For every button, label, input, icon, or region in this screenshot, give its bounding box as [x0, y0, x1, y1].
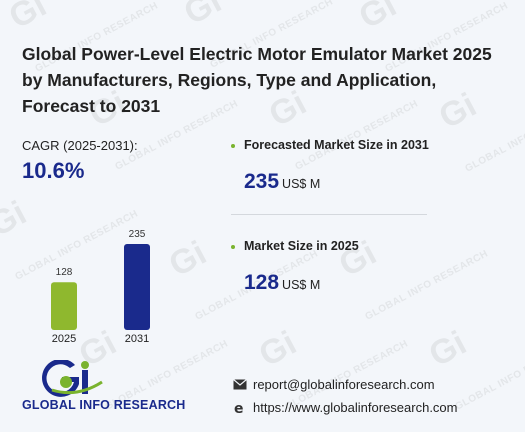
brand-name: GLOBAL INFO RESEARCH [22, 398, 186, 412]
bar-value-label: 128 [56, 267, 73, 278]
x-tick-label: 2025 [52, 333, 76, 345]
forecast-value-number: 235 [244, 170, 280, 193]
forecast-value-unit: US$ M [282, 177, 321, 191]
forecast-metric-value: 235 US$ M [244, 170, 320, 194]
brand-logo-icon [42, 360, 103, 397]
bar-value-label: 235 [129, 229, 146, 240]
bullet-dot [231, 244, 235, 249]
watermark-logo: Gi [2, 0, 53, 37]
forecast-metric-label: Forecasted Market Size in 2031 [231, 138, 429, 152]
forecast-metric-label-text: Forecasted Market Size in 2031 [244, 138, 429, 152]
current-metric-label: Market Size in 2025 [231, 239, 359, 253]
page-title: Global Power-Level Electric Motor Emulat… [22, 44, 492, 116]
x-tick-label: 2031 [125, 333, 149, 345]
current-value-unit: US$ M [282, 278, 321, 292]
watermark-logo: Gi [177, 0, 228, 33]
current-metric-value: 128 US$ M [244, 271, 320, 295]
current-metric-label-text: Market Size in 2025 [244, 239, 359, 253]
envelope-icon [233, 379, 247, 390]
contact-website[interactable]: e https://www.globalinforesearch.com [233, 400, 457, 415]
bullet-dot [231, 143, 235, 148]
svg-text:e: e [234, 401, 244, 415]
watermark-logo: Gi [162, 233, 213, 285]
watermark-logo: Gi [252, 323, 303, 375]
watermark-logo: Gi [352, 0, 403, 37]
watermark-text: GLOBAL INFO RESEARCH [453, 338, 525, 413]
email-text[interactable]: report@globalinforesearch.com [253, 377, 435, 392]
contact-email[interactable]: report@globalinforesearch.com [233, 377, 435, 392]
watermark-text: GLOBAL INFO RESEARCH [363, 248, 491, 323]
website-text[interactable]: https://www.globalinforesearch.com [253, 400, 458, 415]
watermark-logo: Gi [0, 193, 33, 245]
bar-2025 [51, 282, 77, 330]
internet-explorer-icon: e [234, 401, 244, 415]
bar-2031 [124, 244, 150, 330]
bar-chart: 128 2025 235 2031 [51, 229, 150, 345]
watermark-logo: Gi [422, 323, 473, 375]
current-value-number: 128 [244, 271, 280, 294]
metric-divider [231, 214, 427, 215]
cagr-label: CAGR (2025-2031): [22, 138, 138, 153]
cagr-value: 10.6% [22, 158, 85, 183]
